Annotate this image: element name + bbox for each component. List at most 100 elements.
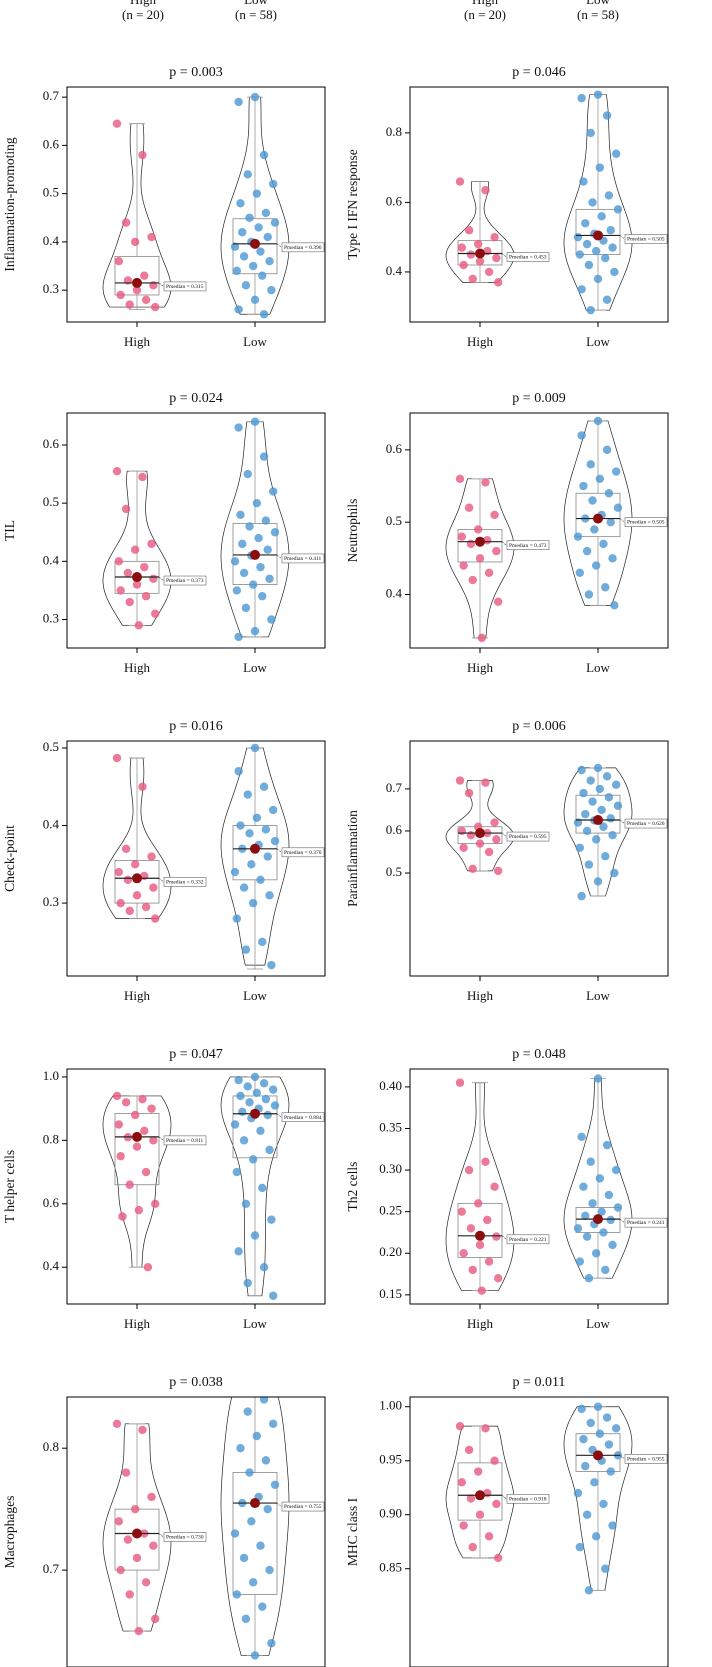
x-tick-label: Low <box>586 660 610 675</box>
box <box>114 860 160 904</box>
median-dot <box>132 1131 142 1142</box>
point <box>492 546 501 556</box>
median-label-box <box>506 1234 550 1245</box>
point <box>582 546 592 556</box>
median-label-box <box>624 1454 668 1464</box>
y-tick-label: 0.6 <box>386 822 403 837</box>
y-tick-label: 0.90 <box>379 1506 402 1521</box>
point <box>141 1578 151 1587</box>
point <box>610 601 619 610</box>
point <box>123 568 133 578</box>
point <box>475 1240 485 1250</box>
point <box>236 821 245 830</box>
violin <box>563 420 633 606</box>
point <box>473 1467 483 1476</box>
point <box>256 1541 265 1550</box>
median-leader <box>619 819 626 825</box>
plot-frame <box>66 86 326 323</box>
point <box>457 1207 467 1216</box>
y-tick-label: 0.7 <box>43 1561 60 1576</box>
y-tick-label: 0.30 <box>379 1161 402 1176</box>
point <box>577 891 586 901</box>
point <box>613 503 623 512</box>
point <box>493 866 503 876</box>
point <box>140 271 149 280</box>
point <box>114 1517 124 1526</box>
point <box>263 232 272 242</box>
panel-title: p = 0.046 <box>512 65 565 80</box>
point <box>466 1494 476 1503</box>
point <box>259 452 269 461</box>
point <box>611 467 621 476</box>
point <box>239 568 249 578</box>
median-leader <box>501 832 508 838</box>
median-label-box <box>506 252 550 262</box>
median-dot <box>593 230 603 241</box>
point <box>247 860 256 869</box>
point <box>591 561 601 570</box>
point <box>459 260 468 270</box>
median-label: Pmedian = 0.626 <box>627 821 665 827</box>
point <box>241 281 251 290</box>
point <box>250 626 260 636</box>
point <box>149 1541 158 1550</box>
point <box>267 615 276 624</box>
median-label-box <box>281 1501 325 1512</box>
point <box>138 782 147 791</box>
median-label: Pmedian = 0.505 <box>627 237 665 243</box>
panel-title: p = 0.047 <box>169 1047 222 1062</box>
point <box>147 852 156 861</box>
point <box>132 1553 142 1563</box>
point <box>230 1120 240 1129</box>
point <box>268 805 278 815</box>
point <box>577 431 586 440</box>
point <box>608 1521 617 1530</box>
group-label: Low <box>586 0 610 7</box>
point <box>234 97 243 107</box>
point <box>121 1468 131 1477</box>
point <box>599 539 608 549</box>
point <box>593 763 603 773</box>
median-leader <box>276 1113 283 1118</box>
median-leader <box>619 1455 626 1460</box>
point <box>149 574 158 583</box>
point <box>586 460 595 469</box>
point <box>149 883 158 892</box>
point <box>573 232 583 242</box>
point <box>245 829 254 838</box>
point <box>582 826 592 836</box>
violin <box>220 747 290 966</box>
median-leader <box>276 243 283 249</box>
point <box>138 1425 147 1435</box>
y-tick-label: 0.4 <box>386 585 403 600</box>
point <box>121 1098 131 1107</box>
point <box>604 489 614 498</box>
plot-frame <box>409 86 669 323</box>
point <box>150 1614 160 1624</box>
point <box>591 835 601 844</box>
y-axis-label: Th2 cells <box>345 1162 360 1212</box>
point <box>590 525 599 534</box>
point <box>138 1094 147 1104</box>
point <box>230 867 240 877</box>
point <box>584 1586 594 1595</box>
point <box>243 469 252 479</box>
median-label-box <box>163 1532 207 1542</box>
point <box>125 597 134 607</box>
point <box>468 864 477 873</box>
y-tick-label: 0.4 <box>43 1258 60 1273</box>
y-tick-label: 1.0 <box>43 1068 59 1083</box>
x-tick-label: High <box>467 988 494 1003</box>
median-label: Pmedian = 0.315 <box>166 284 204 290</box>
median-dot <box>593 815 603 826</box>
point <box>597 1207 606 1216</box>
point <box>493 1274 503 1283</box>
violin <box>220 421 290 638</box>
point <box>149 1136 158 1145</box>
plot-area: Pmedian = 0.315 Pmedian = 0.396 <box>102 92 325 319</box>
point <box>611 149 621 158</box>
point <box>232 914 242 923</box>
point <box>473 525 483 534</box>
y-tick-label: 0.4 <box>43 817 60 832</box>
median-dot <box>250 1498 260 1509</box>
